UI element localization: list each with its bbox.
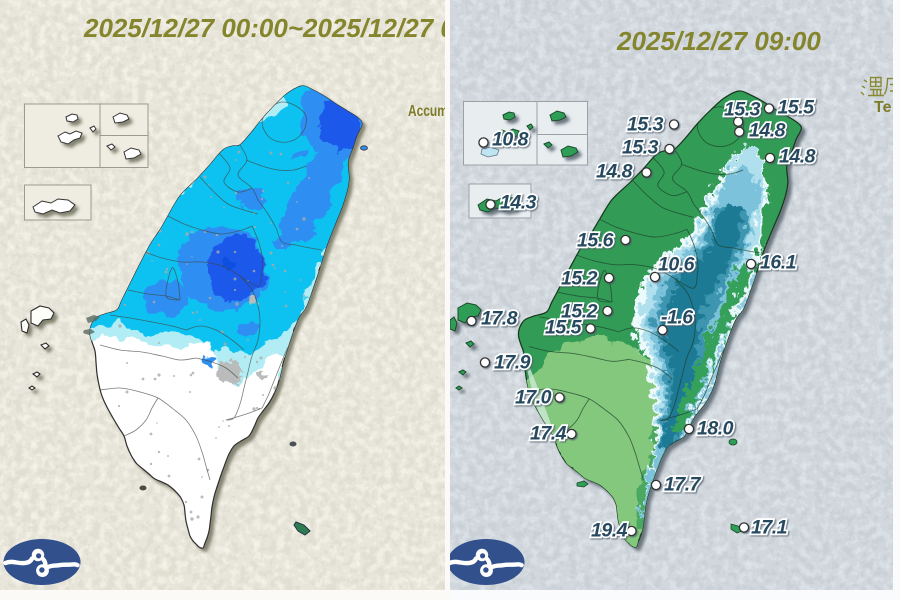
svg-text:18.0: 18.0 (697, 418, 734, 440)
svg-text:17.4: 17.4 (530, 423, 567, 445)
svg-text:17.7: 17.7 (664, 474, 702, 496)
svg-text:-1.6: -1.6 (661, 307, 693, 329)
svg-text:15.3: 15.3 (724, 99, 761, 121)
svg-text:14.3: 14.3 (500, 192, 537, 214)
svg-text:14.8: 14.8 (749, 120, 786, 142)
svg-text:15.5: 15.5 (778, 97, 816, 119)
svg-text:10.6: 10.6 (658, 254, 695, 276)
svg-text:17.8: 17.8 (481, 308, 518, 330)
svg-text:17.0: 17.0 (515, 387, 552, 409)
svg-text:2025/12/27 00:00~2025/12/27 08: 2025/12/27 00:00~2025/12/27 08:00 (83, 13, 507, 43)
svg-text:15.5: 15.5 (545, 317, 583, 339)
svg-text:15.3: 15.3 (622, 137, 659, 159)
svg-text:10.8: 10.8 (492, 129, 529, 151)
svg-text:2025/12/27 09:00: 2025/12/27 09:00 (616, 26, 821, 56)
svg-text:Te: Te (874, 99, 892, 116)
svg-text:15.6: 15.6 (577, 230, 614, 252)
svg-text:Accumulated: Accumulated (408, 103, 483, 120)
svg-text:17.1: 17.1 (751, 517, 787, 539)
svg-text:15.3: 15.3 (627, 114, 664, 136)
svg-text:17.9: 17.9 (494, 352, 531, 374)
svg-text:19.4: 19.4 (591, 520, 628, 542)
svg-text:16.1: 16.1 (760, 252, 796, 274)
svg-text:14.8: 14.8 (779, 146, 816, 168)
svg-text:15.2: 15.2 (561, 268, 598, 290)
svg-text:14.8: 14.8 (596, 161, 633, 183)
svg-text:15.2: 15.2 (561, 301, 598, 323)
